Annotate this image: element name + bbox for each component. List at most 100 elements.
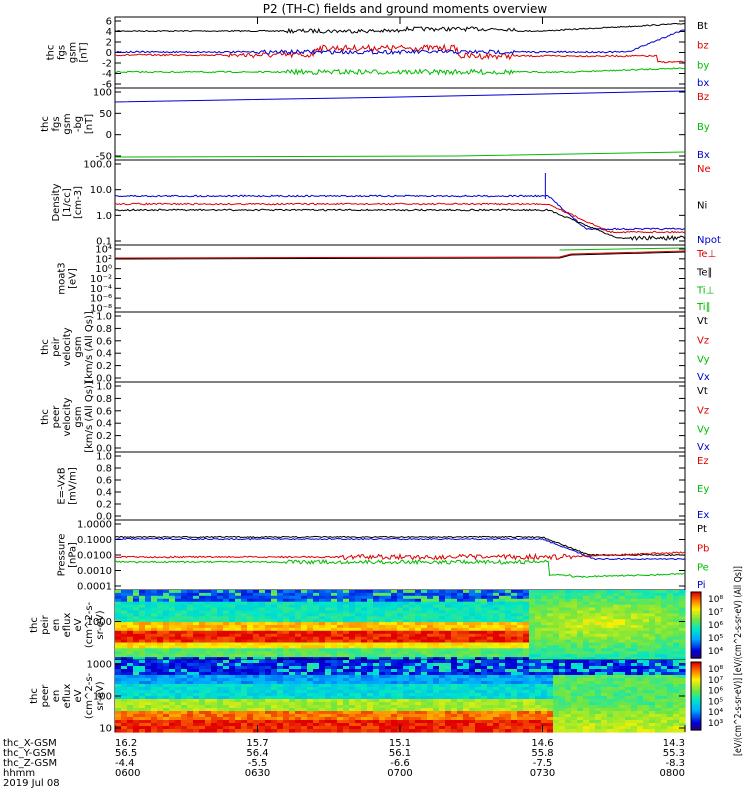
spectrogram-cell [283,604,290,609]
spectrogram-cell [211,636,218,641]
spectrogram-cell [577,723,584,727]
spectrogram-cell [307,717,314,721]
spectrogram-cell [217,702,224,706]
spectrogram-cell [397,645,404,649]
spectrogram-cell [475,633,482,638]
spectrogram-cell [169,723,176,727]
spectrogram-cell [193,616,200,620]
spectrogram-cell [139,672,146,676]
spectrogram-cell [121,699,128,703]
spectrogram-cell [571,651,578,655]
spectrogram-cell [607,619,614,623]
spectrogram-cell [463,625,470,629]
spectrogram-cell [421,651,428,655]
spectrogram-cell [391,657,398,661]
spectrogram-cell [451,687,458,691]
spectrogram-cell [655,702,662,706]
spectrogram-cell [655,705,662,709]
spectrogram-cell [289,687,296,691]
spectrogram-cell [673,607,680,611]
spectrogram-cell [595,616,602,620]
spectrogram-cell [337,678,344,682]
spectrogram-cell [541,714,548,718]
spectrogram-cell [175,627,182,632]
spectrogram-cell [259,723,266,727]
spectrogram-cell [235,669,242,673]
spectrogram-cell [499,702,506,706]
spectrogram-cell [547,717,554,721]
spectrogram-cell [391,684,398,688]
spectrogram-cell [289,630,296,635]
spectrogram-cell [643,601,650,606]
spectrogram-cell [511,595,518,600]
spectrogram-cell [307,696,314,700]
spectrogram-cell [121,648,128,652]
spectrogram-cell [595,625,602,629]
spectrogram-cell [523,636,530,641]
spectrogram-cell [445,633,452,638]
spectrogram-cell [253,630,260,635]
spectrogram-cell [547,616,554,620]
spectrogram-cell [205,619,212,623]
spectrogram-cell [217,708,224,712]
spectrogram-cell [247,636,254,641]
spectrogram-cell [169,601,176,606]
spectrogram-cell [595,590,602,594]
spectrogram-cell [487,648,494,652]
spectrogram-cell [133,726,140,730]
spectrogram-cell [115,678,122,682]
spectrogram-cell [307,690,314,694]
ytick-label: 0.6 [96,476,112,487]
spectrogram-cell [499,672,506,676]
spectrogram-cell [415,610,422,614]
spectrogram-cell [181,607,188,611]
spectrogram-cell [439,660,446,664]
spectrogram-cell [379,607,386,611]
spectrogram-cell [637,595,644,600]
spectrogram-cell [643,669,650,673]
spectrogram-cell [205,654,212,658]
spectrogram-cell [193,630,200,635]
spectrogram-cell [493,678,500,682]
spectrogram-cell [625,595,632,600]
spectrogram-cell [457,642,464,646]
spectrogram-cell [655,717,662,721]
spectrogram-cell [595,642,602,646]
spectrogram-cell [631,693,638,697]
spectrogram-cell [295,592,302,597]
spectrogram-cell [673,657,680,661]
spectrogram-cell [211,720,218,724]
spectrogram-cell [667,601,674,606]
spectrogram-cell [439,681,446,685]
spectrogram-cell [379,705,386,709]
spectrogram-cell [199,702,206,706]
spectrogram-cell [619,627,626,632]
spectrogram-cell [337,720,344,724]
spectrogram-cell [313,590,320,594]
spectrogram-cell [253,633,260,638]
spectrogram-cell [667,696,674,700]
spectrogram-cell [409,595,416,600]
spectrogram-cell [475,642,482,646]
spectrogram-cell [679,633,686,638]
spectrogram-cell [565,684,572,688]
spectrogram-cell [493,627,500,632]
spectrogram-cell [355,610,362,614]
spectrogram-cell [649,705,656,709]
spectrogram-cell [469,705,476,709]
spectrogram-cell [313,607,320,611]
spectrogram-cell [223,699,230,703]
spectrogram-cell [625,723,632,727]
spectrogram-cell [523,625,530,629]
spectrogram-cell [349,630,356,635]
spectrogram-cell [571,592,578,597]
spectrogram-cell [565,610,572,614]
spectrogram-cell [577,630,584,635]
colorbar-step [691,618,701,621]
spectrogram-cell [295,619,302,623]
spectrogram-cell [181,633,188,638]
spectrogram-cell [313,678,320,682]
spectrogram-cell [637,687,644,691]
spectrogram-cell [205,622,212,626]
spectrogram-cell [211,645,218,649]
